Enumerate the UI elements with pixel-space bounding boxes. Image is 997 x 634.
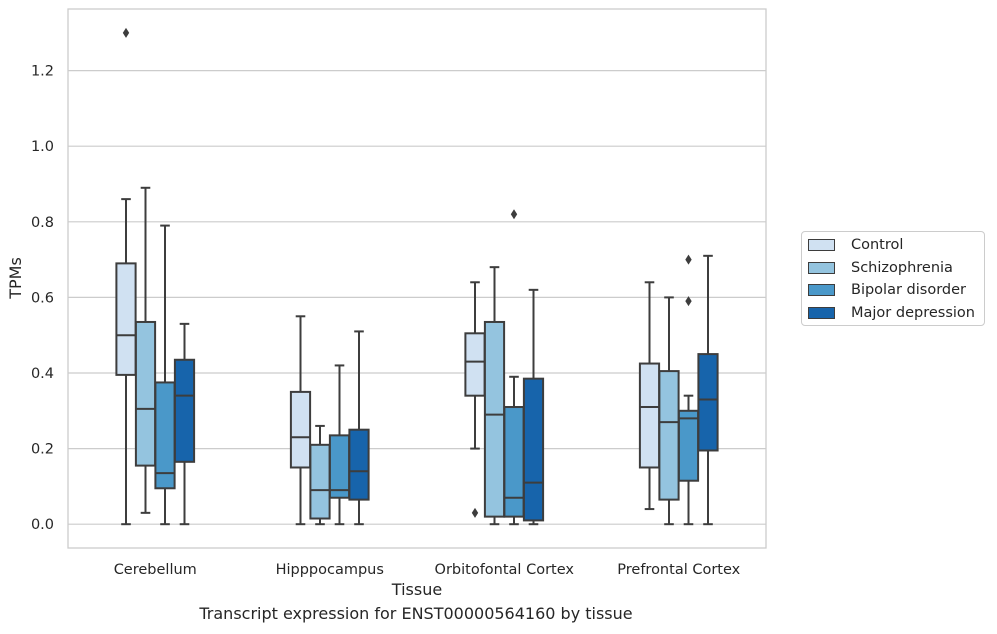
series-schizophrenia: [134, 186, 680, 526]
x-tick-labels: Cerebellum Hipppocampus Orbitofontal Corte…: [114, 562, 741, 578]
box-iqr: [289, 390, 312, 469]
box-major-depression-cerebellum: [173, 322, 196, 526]
y-axis-label: TPMs: [6, 257, 25, 300]
box-iqr: [658, 370, 680, 501]
box-iqr: [309, 443, 331, 520]
x-tick-label: Cerebellum: [114, 562, 197, 578]
box-schizophrenia-cerebellum: [134, 186, 157, 514]
x-tick-label: Prefrontal Cortex: [617, 562, 740, 578]
x-axis-label: Tissue: [391, 580, 442, 599]
legend-item-major-depression: Major depression: [808, 304, 975, 322]
box-major-depression-orbitofontal-cortex: [522, 288, 545, 526]
box-schizophrenia-hipppocampus: [309, 424, 331, 526]
box-iqr: [677, 409, 700, 482]
box-iqr: [134, 320, 157, 467]
legend: Control Schizophrenia Bipolar disorder M…: [801, 231, 985, 326]
series-major-depression: [173, 254, 719, 526]
box-series: [115, 27, 719, 526]
box-control-prefrontal-cortex: [638, 281, 661, 511]
y-tick-label: 0.8: [31, 215, 54, 231]
legend-label-control: Control: [851, 237, 904, 253]
y-tick-label: 0.6: [31, 290, 54, 306]
box-schizophrenia-orbitofontal-cortex: [483, 266, 506, 526]
outlier-point: [685, 254, 692, 265]
box-control-cerebellum: [115, 27, 137, 526]
box-bipolar-disorder-hipppocampus: [328, 364, 351, 526]
legend-swatch-major-depression: [808, 307, 835, 319]
box-bipolar-disorder-orbitofontal-cortex: [503, 209, 525, 526]
box-major-depression-prefrontal-cortex: [697, 254, 719, 526]
box-control-hipppocampus: [289, 315, 312, 526]
y-tick-labels: 0.0 0.2 0.4 0.6 0.8 1.0 1.2: [31, 64, 54, 534]
legend-label-major-depression: Major depression: [851, 305, 975, 321]
x-tick-label: Hipppocampus: [276, 562, 384, 578]
box-iqr: [173, 358, 196, 463]
box-iqr: [522, 377, 545, 522]
y-tick-label: 1.0: [31, 139, 54, 155]
plot-frame: [67, 8, 767, 549]
x-tick-label: Orbitofontal Cortex: [435, 562, 575, 578]
legend-swatch-bipolar-disorder: [808, 284, 835, 296]
box-iqr: [697, 353, 719, 452]
box-iqr: [483, 320, 506, 518]
legend-swatch-control: [808, 239, 835, 251]
box-schizophrenia-prefrontal-cortex: [658, 296, 680, 526]
y-tick-label: 0.4: [31, 366, 54, 382]
box-major-depression-hipppocampus: [348, 330, 370, 526]
y-tick-label: 0.0: [31, 517, 54, 533]
box-iqr: [115, 262, 137, 376]
legend-label-schizophrenia: Schizophrenia: [851, 260, 953, 276]
y-tick-label: 0.2: [31, 442, 54, 458]
box-iqr: [638, 362, 661, 469]
box-iqr: [464, 332, 486, 397]
outlier-point: [122, 27, 130, 38]
y-tick-label: 1.2: [31, 64, 54, 80]
box-bipolar-disorder-cerebellum: [154, 224, 176, 526]
box-bipolar-disorder-prefrontal-cortex: [677, 254, 700, 526]
box-control-orbitofontal-cortex: [464, 281, 486, 518]
legend-item-schizophrenia: Schizophrenia: [808, 259, 953, 277]
box-iqr: [328, 434, 351, 499]
legend-label-bipolar-disorder: Bipolar disorder: [851, 282, 966, 298]
series-control: [115, 27, 661, 526]
legend-item-control: Control: [808, 236, 903, 254]
figure-caption: Transcript expression for ENST0000056416…: [199, 604, 633, 623]
legend-item-bipolar-disorder: Bipolar disorder: [808, 281, 966, 299]
box-iqr: [503, 406, 525, 518]
outlier-point: [471, 507, 479, 518]
series-bipolar-disorder: [154, 209, 700, 526]
legend-swatch-schizophrenia: [808, 262, 835, 274]
outlier-point: [510, 209, 518, 220]
outlier-point: [685, 296, 692, 307]
box-iqr: [348, 428, 370, 501]
